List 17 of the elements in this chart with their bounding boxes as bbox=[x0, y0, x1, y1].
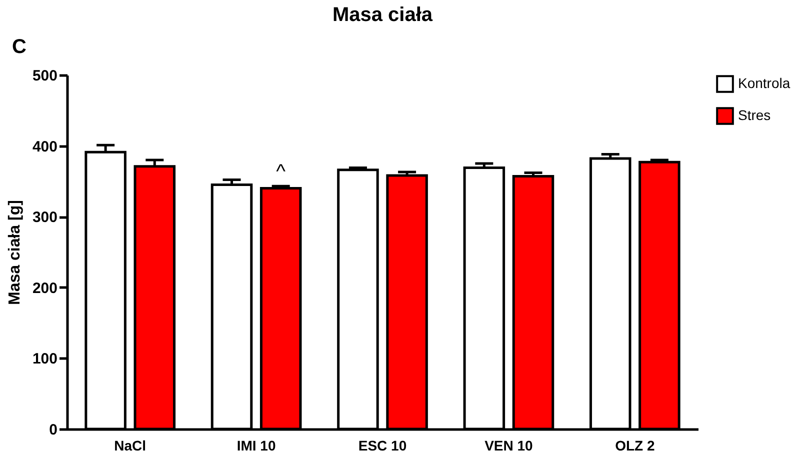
y-tick-label: 0 bbox=[49, 422, 58, 438]
x-tick-label: VEN 10 bbox=[484, 438, 534, 454]
legend-label: Stres bbox=[738, 107, 771, 123]
y-tick-label: 500 bbox=[32, 68, 58, 84]
x-tick-label: IMI 10 bbox=[236, 438, 276, 454]
text: C bbox=[12, 36, 26, 58]
y-axis-title: Masa ciała [g] bbox=[6, 200, 24, 305]
x-tick-label: OLZ 2 bbox=[615, 438, 655, 454]
x-tick-label: NaCl bbox=[114, 438, 146, 454]
y-tick-label: 200 bbox=[32, 280, 58, 297]
legend-label: Kontrola bbox=[738, 75, 790, 91]
annotation: ^ bbox=[276, 161, 286, 184]
chart-title: Masa ciała bbox=[332, 4, 434, 26]
y-tick-label: 300 bbox=[32, 209, 58, 226]
y-tick-label: 400 bbox=[32, 138, 58, 156]
x-tick-label: ESC 10 bbox=[358, 438, 407, 454]
y-tick-label: 100 bbox=[32, 350, 58, 368]
